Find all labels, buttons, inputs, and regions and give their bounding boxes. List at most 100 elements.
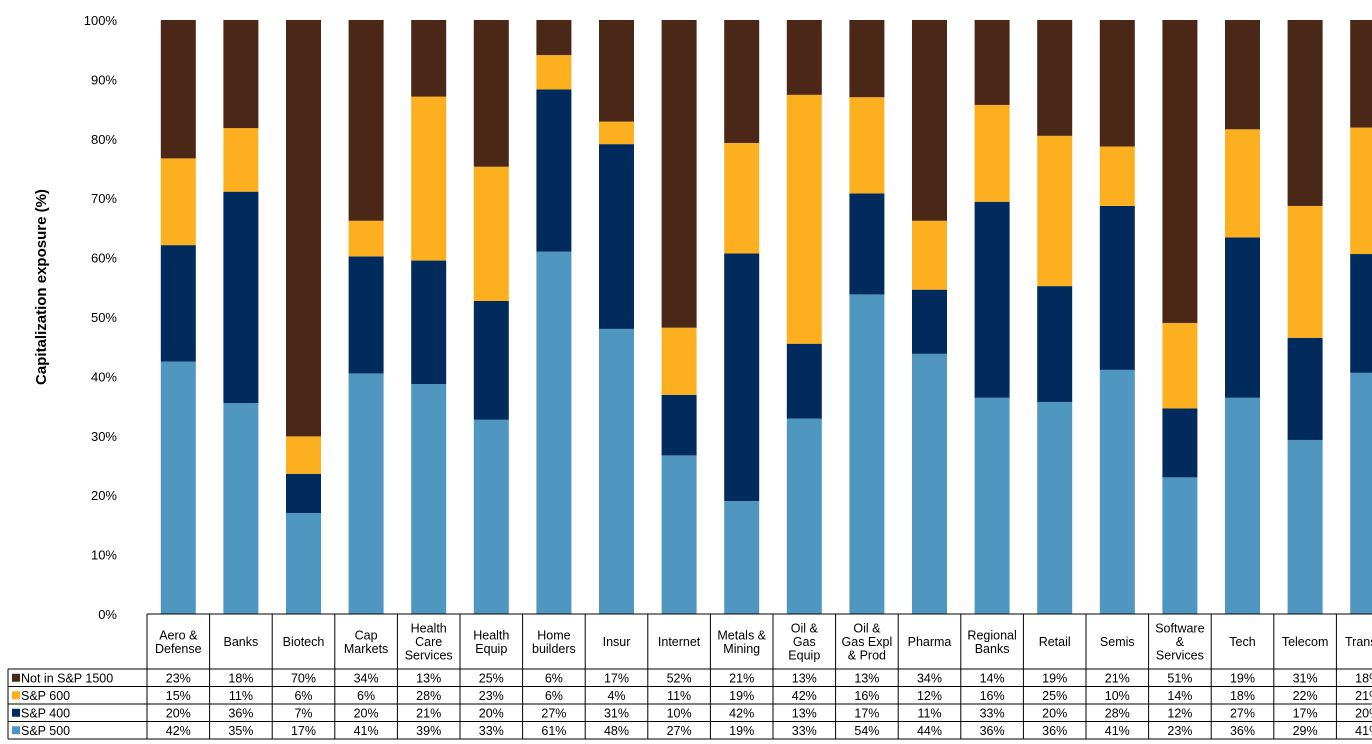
data-label: 27%	[667, 724, 692, 738]
bar-not-in-sandp-1500-transpo	[1350, 20, 1372, 128]
data-label: 6%	[545, 671, 563, 685]
data-label: 17%	[604, 671, 629, 685]
y-tick-label: 50%	[91, 310, 117, 325]
bar-sandp-600-internet	[661, 327, 697, 395]
data-label: 20%	[479, 706, 504, 720]
data-label: 29%	[1293, 724, 1318, 738]
data-label: 16%	[854, 689, 879, 703]
bar-sandp-600-semis	[1099, 146, 1135, 206]
y-axis-title-group: Capitalization exposure (%)	[33, 189, 50, 385]
data-label: 11%	[229, 689, 253, 703]
bar-sandp-500-insur	[599, 328, 634, 614]
bar-sandp-400-telecom	[1287, 337, 1323, 440]
data-label: 33%	[792, 724, 817, 738]
bar-not-in-sandp-1500-tech	[1225, 20, 1260, 130]
data-label: 13%	[854, 671, 879, 685]
data-label: 36%	[980, 724, 1005, 738]
data-label: 16%	[980, 689, 1005, 703]
bar-not-in-sandp-1500-cap-markets	[348, 20, 384, 221]
category-label: Care	[415, 635, 442, 649]
data-label: 10%	[1105, 689, 1130, 703]
bar-sandp-500-regional-banks	[974, 397, 1010, 614]
data-label: 14%	[980, 671, 1005, 685]
category-label: Health	[473, 628, 509, 642]
category-label: Aero &	[159, 628, 198, 642]
bar-sandp-500-health-equip	[473, 419, 509, 614]
data-label: 12%	[917, 689, 942, 703]
category-label: Health	[411, 622, 447, 636]
bar-sandp-600-health-equip	[473, 166, 509, 301]
data-label: 17%	[291, 724, 316, 738]
data-label: 19%	[1230, 671, 1255, 685]
category-label: Gas Expl	[842, 635, 893, 649]
category-label: Regional	[967, 628, 1016, 642]
data-label: 41%	[1105, 724, 1130, 738]
data-label: 23%	[166, 671, 191, 685]
data-label: 44%	[917, 724, 942, 738]
bar-sandp-500-software-and-services	[1162, 477, 1198, 614]
data-label: 18%	[1355, 671, 1372, 685]
legend-label: Not in S&P 1500	[21, 671, 113, 685]
bar-not-in-sandp-1500-telecom	[1287, 20, 1323, 206]
bar-sandp-500-semis	[1099, 369, 1135, 614]
y-tick-label: 30%	[91, 429, 117, 444]
bar-sandp-500-aero-and-defense	[160, 361, 196, 614]
data-label: 70%	[291, 671, 316, 685]
bar-not-in-sandp-1500-oil-and-gas-expl-and-prod	[849, 20, 885, 98]
bar-sandp-400-home-builders	[536, 89, 572, 252]
category-label: Transpo	[1345, 635, 1372, 649]
category-label: Tech	[1229, 635, 1255, 649]
category-label: Biotech	[283, 635, 325, 649]
bar-sandp-500-tech	[1225, 397, 1260, 614]
data-label: 17%	[854, 706, 879, 720]
data-label: 33%	[980, 706, 1005, 720]
bar-sandp-400-insur	[599, 144, 634, 329]
category-label: Services	[1156, 649, 1204, 663]
data-label: 35%	[228, 724, 253, 738]
bar-sandp-500-cap-markets	[348, 373, 384, 614]
bar-sandp-400-transpo	[1350, 254, 1372, 373]
data-label: 42%	[792, 689, 817, 703]
data-label: 61%	[541, 724, 566, 738]
y-tick-label: 100%	[84, 13, 118, 28]
legend-key-not-in-sandp-1500	[12, 673, 20, 682]
bar-sandp-600-telecom	[1287, 205, 1323, 338]
bar-sandp-600-retail	[1037, 135, 1073, 287]
bar-not-in-sandp-1500-health-equip	[473, 20, 509, 167]
data-label: 19%	[729, 689, 754, 703]
category-label: Oil &	[791, 622, 819, 636]
data-label: 34%	[917, 671, 942, 685]
data-label: 19%	[1042, 671, 1067, 685]
data-label: 36%	[228, 706, 253, 720]
bar-not-in-sandp-1500-insur	[599, 20, 634, 122]
data-label: 10%	[667, 706, 692, 720]
bar-sandp-600-metals-and-mining	[724, 142, 760, 254]
data-label: 36%	[1230, 724, 1255, 738]
category-label: Semis	[1100, 635, 1135, 649]
data-label: 27%	[541, 706, 566, 720]
y-tick-label: 60%	[91, 251, 117, 266]
data-label: 18%	[228, 671, 253, 685]
bar-sandp-400-metals-and-mining	[724, 253, 760, 502]
data-label: 20%	[166, 706, 191, 720]
bar-not-in-sandp-1500-retail	[1037, 20, 1073, 136]
category-label: Metals &	[717, 628, 766, 642]
data-label: 54%	[854, 724, 879, 738]
category-label: Retail	[1039, 635, 1071, 649]
data-label: 18%	[1230, 689, 1255, 703]
bar-sandp-400-cap-markets	[348, 256, 384, 374]
bar-not-in-sandp-1500-aero-and-defense	[160, 20, 196, 159]
bars-layer	[160, 20, 1372, 614]
bar-sandp-600-aero-and-defense	[160, 158, 196, 246]
data-label: 13%	[792, 671, 817, 685]
bar-sandp-600-oil-and-gas-equip	[786, 94, 822, 344]
category-label: Banks	[224, 635, 259, 649]
bar-sandp-400-health-equip	[473, 300, 509, 420]
category-label: Telecom	[1282, 635, 1329, 649]
bar-sandp-400-regional-banks	[974, 201, 1010, 398]
data-label: 11%	[917, 706, 941, 720]
data-label: 15%	[166, 689, 191, 703]
data-label: 41%	[354, 724, 379, 738]
bar-sandp-400-tech	[1225, 237, 1260, 398]
data-label: 42%	[729, 706, 754, 720]
